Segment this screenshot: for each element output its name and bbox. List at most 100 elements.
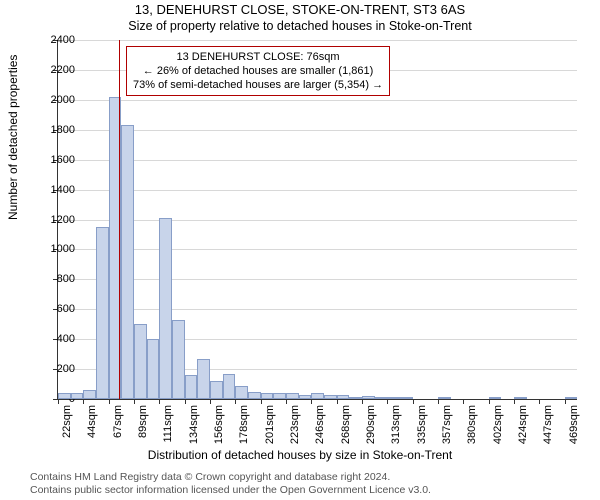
gridline xyxy=(58,309,577,310)
x-tick-label: 335sqm xyxy=(416,405,428,465)
x-tick xyxy=(565,399,566,404)
x-tick xyxy=(159,399,160,404)
x-tick xyxy=(413,399,414,404)
x-tick-label: 447sqm xyxy=(542,405,554,465)
x-tick-label: 22sqm xyxy=(61,405,73,465)
histogram-bar xyxy=(223,374,236,399)
y-tick-label: 1800 xyxy=(35,124,75,136)
y-tick-label: 1600 xyxy=(35,154,75,166)
chart-title-line1: 13, DENEHURST CLOSE, STOKE-ON-TRENT, ST3… xyxy=(0,2,600,17)
x-tick xyxy=(311,399,312,404)
y-tick-label: 2200 xyxy=(35,64,75,76)
x-tick xyxy=(134,399,135,404)
histogram-bar xyxy=(375,397,388,399)
x-tick xyxy=(463,399,464,404)
histogram-bar xyxy=(514,397,527,399)
x-tick xyxy=(514,399,515,404)
x-tick xyxy=(83,399,84,404)
histogram-bar xyxy=(197,359,210,399)
gridline xyxy=(58,160,577,161)
x-tick-label: 268sqm xyxy=(340,405,352,465)
y-tick-label: 1200 xyxy=(35,214,75,226)
histogram-bar xyxy=(159,218,172,399)
x-tick xyxy=(438,399,439,404)
histogram-bar xyxy=(299,395,312,399)
footer-line1: Contains HM Land Registry data © Crown c… xyxy=(30,471,390,483)
histogram-bar xyxy=(71,393,84,399)
gridline xyxy=(58,130,577,131)
annotation-line3: 73% of semi-detached houses are larger (… xyxy=(133,78,383,92)
x-tick xyxy=(337,399,338,404)
histogram-bar xyxy=(337,395,350,399)
y-tick-label: 600 xyxy=(35,303,75,315)
x-tick-label: 111sqm xyxy=(162,405,174,465)
histogram-bar xyxy=(387,397,400,399)
annotation-box: 13 DENEHURST CLOSE: 76sqm ← 26% of detac… xyxy=(126,46,390,96)
y-tick-label: 800 xyxy=(35,273,75,285)
x-tick-label: 178sqm xyxy=(238,405,250,465)
histogram-bar xyxy=(185,375,198,399)
histogram-bar xyxy=(248,392,261,399)
x-tick-label: 89sqm xyxy=(137,405,149,465)
x-tick-label: 156sqm xyxy=(213,405,225,465)
histogram-bar xyxy=(349,397,362,399)
histogram-bar xyxy=(286,393,299,399)
y-tick-label: 1400 xyxy=(35,184,75,196)
histogram-bar xyxy=(324,395,337,399)
x-tick xyxy=(235,399,236,404)
footer-line2: Contains public sector information licen… xyxy=(30,484,431,496)
histogram-bar xyxy=(210,381,223,399)
x-tick xyxy=(362,399,363,404)
histogram-bar xyxy=(311,393,324,399)
histogram-bar xyxy=(400,397,413,399)
x-tick xyxy=(185,399,186,404)
gridline xyxy=(58,40,577,41)
x-tick-label: 380sqm xyxy=(466,405,478,465)
x-tick-label: 246sqm xyxy=(314,405,326,465)
gridline xyxy=(58,100,577,101)
y-tick-label: 1000 xyxy=(35,243,75,255)
histogram-bar xyxy=(121,125,134,399)
y-tick-label: 400 xyxy=(35,333,75,345)
histogram-bar xyxy=(172,320,185,399)
plot-area: 13 DENEHURST CLOSE: 76sqm ← 26% of detac… xyxy=(57,40,577,400)
histogram-bar xyxy=(96,227,109,399)
histogram-bar xyxy=(261,393,274,399)
x-tick-label: 201sqm xyxy=(264,405,276,465)
x-tick xyxy=(261,399,262,404)
x-tick-label: 357sqm xyxy=(441,405,453,465)
histogram-bar xyxy=(58,393,71,399)
y-tick-label: 2400 xyxy=(35,34,75,46)
y-axis-label: Number of detached properties xyxy=(6,55,20,220)
histogram-bar xyxy=(134,324,147,399)
x-tick-label: 402sqm xyxy=(492,405,504,465)
x-tick-label: 469sqm xyxy=(568,405,580,465)
x-tick-label: 223sqm xyxy=(289,405,301,465)
x-tick xyxy=(539,399,540,404)
gridline xyxy=(58,249,577,250)
gridline xyxy=(58,220,577,221)
histogram-bar xyxy=(147,339,160,399)
x-tick-label: 67sqm xyxy=(112,405,124,465)
annotation-line1: 13 DENEHURST CLOSE: 76sqm xyxy=(133,50,383,64)
histogram-bar xyxy=(273,393,286,399)
x-tick xyxy=(387,399,388,404)
x-tick-label: 313sqm xyxy=(390,405,402,465)
x-tick-label: 44sqm xyxy=(86,405,98,465)
histogram-bar xyxy=(362,396,375,399)
chart-title-line2: Size of property relative to detached ho… xyxy=(0,19,600,33)
x-tick xyxy=(109,399,110,404)
histogram-bar xyxy=(489,397,502,399)
x-tick xyxy=(210,399,211,404)
histogram-bar xyxy=(235,386,248,399)
x-tick xyxy=(489,399,490,404)
annotation-line2: ← 26% of detached houses are smaller (1,… xyxy=(133,64,383,78)
histogram-bar xyxy=(83,390,96,399)
x-tick-label: 290sqm xyxy=(365,405,377,465)
reference-line xyxy=(119,40,120,399)
x-tick-label: 134sqm xyxy=(188,405,200,465)
histogram-bar xyxy=(438,397,451,399)
y-tick-label: 200 xyxy=(35,363,75,375)
gridline xyxy=(58,190,577,191)
x-tick-label: 424sqm xyxy=(517,405,529,465)
